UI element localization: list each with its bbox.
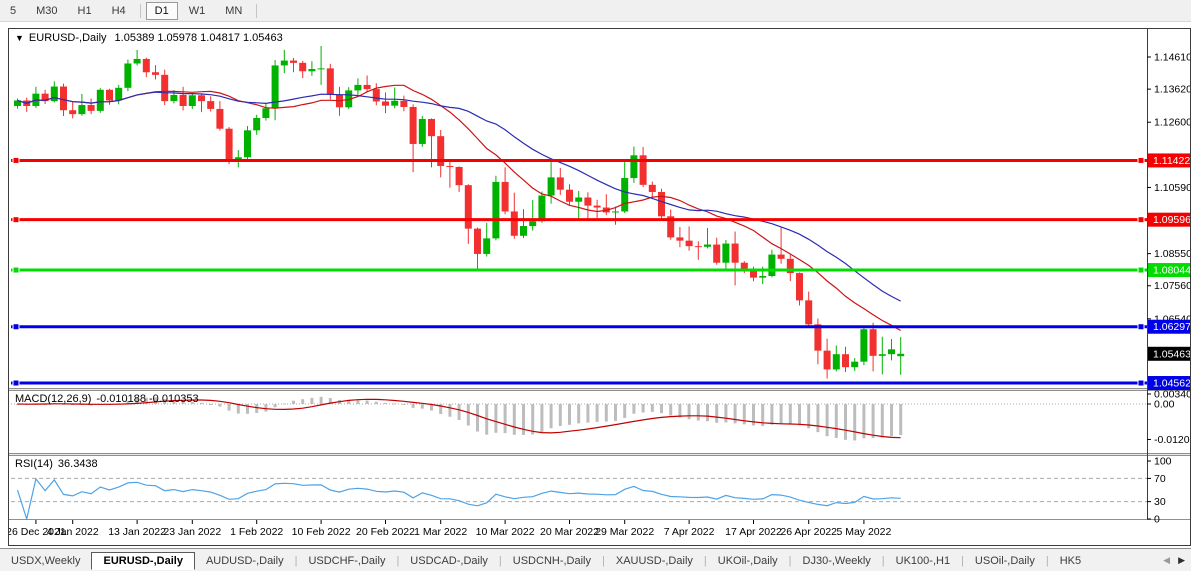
rsi-indicator-label: RSI(14) 36.3438 (15, 458, 98, 470)
time-axis-label: 26 Apr 2022 (780, 526, 837, 538)
tab-separator: | (602, 554, 605, 567)
tab-usoil-daily[interactable]: USOil-,Daily (974, 554, 1035, 567)
tab-separator: | (294, 554, 298, 567)
tab-audusd-daily[interactable]: AUDUSD-,Daily (205, 554, 284, 567)
svg-text:-0.01205: -0.01205 (1154, 434, 1190, 446)
tab-eurusd-daily[interactable]: EURUSD-,Daily (91, 551, 195, 570)
chart-ohlc-quote: 1.05389 1.05978 1.04817 1.05463 (114, 32, 283, 44)
tab-scroll-left-icon[interactable]: ◀ (1163, 555, 1171, 565)
macd-name: MACD(12,26,9) (15, 393, 92, 405)
macd-indicator-label: MACD(12,26,9) -0.010188 -0.010353 (15, 393, 199, 405)
timeframe-button-h4[interactable]: H4 (111, 4, 126, 17)
macd-values: -0.010188 -0.010353 (96, 393, 199, 405)
tab-separator: | (396, 554, 400, 567)
time-axis-label: 10 Mar 2022 (476, 526, 535, 538)
svg-text:1.09596: 1.09596 (1153, 214, 1190, 226)
svg-text:1.08044: 1.08044 (1153, 265, 1190, 277)
time-axis-label: 4 Jan 2022 (47, 526, 99, 538)
time-axis-label: 26 Dec 2021 (9, 526, 66, 538)
tab-separator: | (498, 554, 502, 567)
svg-text:1.08550: 1.08550 (1154, 248, 1190, 260)
chart-canvas[interactable]: 1.14610 1.13620 1.12600 1.10590 1.08550 1.075… (9, 29, 1190, 545)
svg-text:1.11422: 1.11422 (1153, 155, 1190, 167)
time-axis-label: 10 Feb 2022 (292, 526, 351, 538)
svg-text:1.06297: 1.06297 (1153, 321, 1190, 333)
time-axis-label: 29 Mar 2022 (595, 526, 654, 538)
timeframe-toolbar: 5 M30 H1 H4 D1 W1 MN (0, 0, 1191, 22)
time-axis-label: 1 Mar 2022 (414, 526, 467, 538)
price-badge-1.04562 (1148, 376, 1190, 391)
ma-fast-line (17, 84, 901, 332)
time-axis-label: 17 Apr 2022 (725, 526, 782, 538)
svg-text:0.003408: 0.003408 (1154, 388, 1190, 400)
tab-separator: | (788, 554, 792, 567)
rsi-name: RSI(14) (15, 458, 53, 470)
rsi-line (16, 477, 901, 519)
time-axis-label: 20 Mar 2022 (540, 526, 599, 538)
price-badge-1.08044 (1148, 263, 1190, 278)
rsi-pane (11, 477, 1147, 519)
candles-layer (14, 45, 905, 379)
tab-uk100-h1[interactable]: UK100-,H1 (895, 554, 951, 567)
tab-usdcad-daily[interactable]: USDCAD-,Daily (410, 554, 488, 567)
timeframe-button-w1[interactable]: W1 (188, 4, 206, 17)
tab-usdcnh-daily[interactable]: USDCNH-,Daily (512, 554, 592, 567)
svg-text:1.05463: 1.05463 (1153, 348, 1190, 360)
timeframe-button-d1[interactable]: D1 (145, 1, 178, 20)
price-badge-1.11422 (1148, 153, 1190, 168)
tab-separator: | (881, 554, 885, 567)
tab-hk5[interactable]: HK5 (1059, 554, 1082, 567)
svg-text:30: 30 (1154, 496, 1166, 508)
tab-scroll-right-icon[interactable]: ▶ (1178, 555, 1185, 565)
pane-separator[interactable] (9, 453, 1190, 456)
pane-separator[interactable] (9, 388, 1190, 391)
chart-title: ▼ EURUSD-,Daily 1.05389 1.05978 1.04817 1.… (15, 32, 283, 44)
toolbar-separator (139, 3, 141, 18)
time-axis-label: 20 Feb 2022 (356, 526, 415, 538)
svg-text:70: 70 (1154, 473, 1166, 485)
svg-text:1.13620: 1.13620 (1154, 84, 1190, 96)
tab-scroll-arrows: ◀ ▶ (1163, 555, 1191, 566)
timeframe-button-m30[interactable]: M30 (36, 4, 58, 17)
chart-dropdown-icon: ▼ (15, 33, 24, 43)
symbol-tabs: USDX,Weekly EURUSD-,Daily AUDUSD-,Daily | US… (0, 551, 1092, 570)
rsi-value: 36.3438 (57, 458, 98, 470)
svg-text:1.10590: 1.10590 (1154, 182, 1190, 194)
tab-ukoil-daily[interactable]: UKOil-,Daily (717, 554, 778, 567)
timeframe-button-5[interactable]: 5 (10, 4, 17, 17)
time-axis-label: 5 May 2022 (836, 526, 891, 538)
tab-separator: | (1045, 554, 1049, 567)
time-axis-label: 23 Jan 2022 (163, 526, 221, 538)
svg-text:0.00: 0.00 (1154, 399, 1175, 411)
tab-usdchf-daily[interactable]: USDCHF-,Daily (308, 554, 386, 567)
chart-symbol-label: EURUSD-,Daily (28, 32, 107, 44)
svg-text:100: 100 (1154, 456, 1172, 468)
svg-text:1.07560: 1.07560 (1154, 280, 1190, 292)
time-axis-label: 1 Feb 2022 (230, 526, 283, 538)
time-axis-label: 13 Jan 2022 (108, 526, 166, 538)
chart-window: 1.14610 1.13620 1.12600 1.10590 1.08550 1.075… (8, 28, 1191, 546)
svg-text:0: 0 (1154, 514, 1160, 526)
tab-usdx-weekly[interactable]: USDX,Weekly (11, 554, 81, 567)
svg-text:1.14610: 1.14610 (1154, 52, 1190, 64)
tab-dj30-weekly[interactable]: DJ30-,Weekly (802, 554, 871, 567)
time-axis-label: 7 Apr 2022 (664, 526, 715, 538)
tab-xauusd-daily[interactable]: XAUUSD-,Daily (615, 554, 693, 567)
price-badge-1.06297 (1148, 319, 1190, 334)
toolbar-separator (256, 3, 258, 18)
timeframe-button-mn[interactable]: MN (225, 4, 243, 17)
tab-separator: | (703, 554, 707, 567)
timeframe-button-h1[interactable]: H1 (77, 4, 92, 17)
macd-pane (11, 396, 1147, 441)
svg-text:1.04562: 1.04562 (1153, 378, 1190, 390)
price-badge-1.09596 (1148, 212, 1190, 227)
price-badge-1.05463 (1148, 346, 1190, 361)
macd-signal-line (17, 398, 901, 439)
tab-separator: | (961, 554, 964, 567)
symbol-tab-bar: USDX,Weekly EURUSD-,Daily AUDUSD-,Daily | US… (0, 548, 1191, 571)
svg-text:1.12600: 1.12600 (1154, 117, 1190, 129)
